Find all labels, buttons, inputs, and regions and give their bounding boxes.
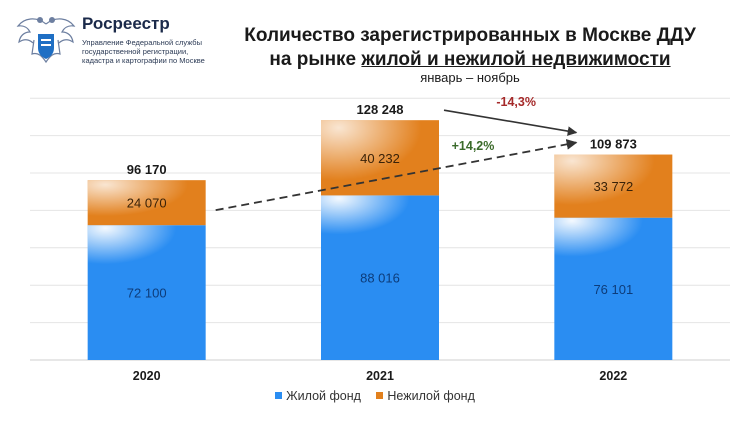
org-desc-line: Управление Федеральной службы <box>82 38 202 47</box>
eagle-emblem-icon <box>16 17 76 64</box>
chart-title-underlined: жилой и нежилой недвижимости <box>361 49 671 70</box>
bar-shine <box>554 154 673 218</box>
legend-label-residential: Жилой фонд <box>286 388 361 403</box>
total-label: 96 170 <box>127 162 167 177</box>
trend-arrow-solid <box>443 109 578 136</box>
trend-arrow-dashed <box>215 139 578 212</box>
header: Росреестр Управление Федеральной службы … <box>0 0 750 100</box>
bar-shine <box>321 120 439 196</box>
x-axis: 2020 2021 2022 <box>133 369 628 383</box>
chart-title-line1: Количество зарегистрированных в Москве Д… <box>244 25 696 46</box>
legend-swatch-nonresidential <box>376 392 384 399</box>
bar-shine <box>321 195 439 256</box>
total-label: 128 248 <box>357 102 404 117</box>
value-label-nonresidential: 40 232 <box>360 151 400 166</box>
chart-subtitle: январь – ноябрь <box>420 70 520 85</box>
org-desc-line: государственной регистрации, <box>82 47 189 56</box>
legend-swatch-residential <box>275 392 283 399</box>
x-tick-label: 2022 <box>599 369 627 383</box>
chart-legend: Жилой фонд Нежилой фонд <box>0 388 750 403</box>
x-tick-label: 2021 <box>366 369 394 383</box>
trend-annotations: +14,2% -14,3% <box>215 95 578 212</box>
chart-title-line2: на рынке жилой и нежилой недвижимости <box>220 48 720 72</box>
bar-shine <box>554 217 673 278</box>
legend-item-residential: Жилой фонд <box>275 389 361 403</box>
value-label-residential: 88 016 <box>360 271 400 286</box>
value-label-nonresidential: 24 070 <box>127 196 167 211</box>
org-name: Росреестр <box>82 14 170 33</box>
value-label-residential: 72 100 <box>127 286 167 301</box>
x-tick-label: 2020 <box>133 369 161 383</box>
chart-title-prefix: на рынке <box>269 49 362 70</box>
change-label-up: +14,2% <box>452 139 495 153</box>
change-label-down: -14,3% <box>496 95 536 109</box>
bar-labels: 72 100 24 070 96 170 88 016 40 232 128 248 76 … <box>127 102 637 300</box>
bar-shine <box>87 180 206 226</box>
legend-label-nonresidential: Нежилой фонд <box>387 388 475 403</box>
chart-title: Количество зарегистрированных в Москве Д… <box>220 24 720 72</box>
value-label-residential: 76 101 <box>593 282 633 297</box>
org-description: Управление Федеральной службы государств… <box>82 38 242 65</box>
org-desc-line: кадастра и картографии по Москве <box>82 56 205 65</box>
value-label-nonresidential: 33 772 <box>593 179 633 194</box>
total-label: 109 873 <box>590 137 637 152</box>
legend-item-nonresidential: Нежилой фонд <box>376 388 475 403</box>
bars <box>87 120 673 360</box>
bar-shine <box>87 225 206 286</box>
